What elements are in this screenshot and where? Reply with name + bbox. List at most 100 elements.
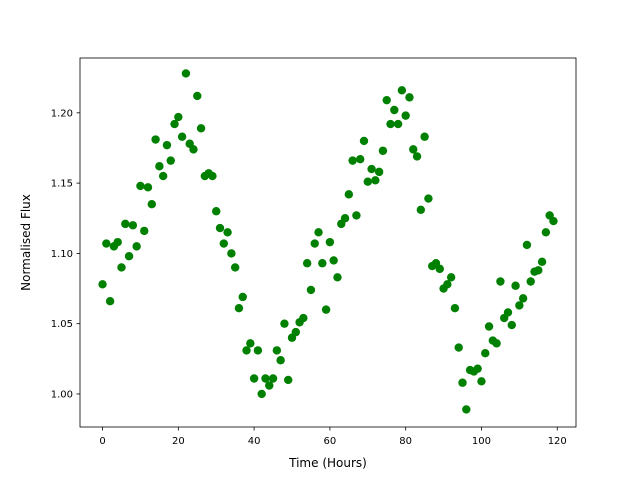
- point: [340, 214, 350, 223]
- point: [549, 216, 558, 226]
- point: [98, 280, 107, 289]
- point: [253, 346, 263, 355]
- point: [352, 211, 361, 220]
- point: [318, 259, 327, 268]
- point: [401, 111, 410, 120]
- y-axis-label: Normalised Flux: [19, 194, 33, 291]
- point: [397, 86, 407, 95]
- point: [272, 346, 282, 355]
- point: [215, 223, 225, 233]
- y-tick-label: 1.10: [51, 249, 73, 260]
- point: [515, 301, 524, 310]
- point: [443, 280, 452, 289]
- point: [537, 257, 547, 267]
- x-tick-label: 0: [99, 436, 105, 447]
- point: [102, 239, 111, 248]
- point: [390, 105, 399, 115]
- point: [155, 162, 164, 171]
- point: [314, 228, 323, 237]
- point: [393, 119, 403, 129]
- x-tick-label: 60: [324, 436, 337, 447]
- point: [124, 252, 134, 261]
- point: [416, 205, 426, 215]
- point: [310, 239, 319, 248]
- point: [462, 405, 471, 414]
- point: [420, 132, 429, 141]
- point: [356, 155, 365, 164]
- point: [105, 296, 115, 306]
- point: [348, 156, 357, 165]
- point: [496, 277, 505, 286]
- x-axis-label: Time (Hours): [288, 456, 367, 470]
- point: [534, 266, 543, 275]
- point: [321, 305, 331, 314]
- point: [242, 346, 251, 355]
- point: [507, 320, 516, 330]
- point: [492, 339, 501, 348]
- point: [257, 389, 266, 399]
- point: [212, 207, 221, 216]
- x-tick-label: 40: [248, 436, 261, 447]
- point: [359, 136, 369, 146]
- point: [541, 228, 551, 237]
- point: [409, 145, 418, 154]
- point: [374, 167, 384, 177]
- point: [193, 91, 202, 101]
- point: [306, 285, 316, 295]
- point: [367, 164, 376, 174]
- plot-frame: [79, 57, 577, 428]
- x-tick-label: 120: [548, 436, 567, 447]
- point: [412, 152, 422, 161]
- point: [166, 156, 175, 165]
- point: [477, 377, 486, 386]
- point: [435, 264, 444, 274]
- point: [386, 119, 395, 129]
- point: [219, 239, 228, 248]
- point: [526, 277, 535, 286]
- point: [446, 273, 456, 282]
- point: [162, 140, 172, 150]
- point: [132, 242, 141, 251]
- point: [181, 69, 191, 78]
- point: [158, 171, 168, 181]
- point: [117, 263, 126, 272]
- y-tick-label: 1.15: [51, 179, 73, 190]
- point: [268, 374, 278, 383]
- point: [333, 273, 342, 282]
- point: [223, 228, 232, 237]
- point: [473, 364, 482, 373]
- point: [174, 112, 183, 122]
- point: [484, 322, 494, 331]
- point: [234, 304, 244, 313]
- point: [424, 194, 433, 203]
- point: [280, 319, 289, 328]
- point: [113, 237, 122, 247]
- x-tick-label: 80: [399, 436, 412, 447]
- point: [265, 381, 274, 390]
- point: [450, 304, 460, 313]
- point: [121, 219, 130, 229]
- point: [136, 181, 145, 191]
- point: [454, 343, 463, 352]
- point: [518, 294, 528, 303]
- point: [363, 177, 372, 186]
- point: [481, 349, 490, 358]
- point: [276, 356, 285, 365]
- y-tick-label: 1.00: [51, 389, 73, 400]
- point: [284, 375, 293, 385]
- point: [405, 93, 414, 102]
- point: [147, 199, 157, 209]
- point: [238, 292, 247, 302]
- point: [344, 190, 354, 199]
- point: [208, 171, 217, 181]
- point: [511, 281, 520, 290]
- point: [230, 263, 240, 272]
- point: [151, 135, 160, 144]
- x-tick-label: 20: [172, 436, 185, 447]
- point: [503, 308, 513, 317]
- point: [189, 145, 198, 154]
- point: [329, 256, 338, 265]
- point: [170, 119, 179, 129]
